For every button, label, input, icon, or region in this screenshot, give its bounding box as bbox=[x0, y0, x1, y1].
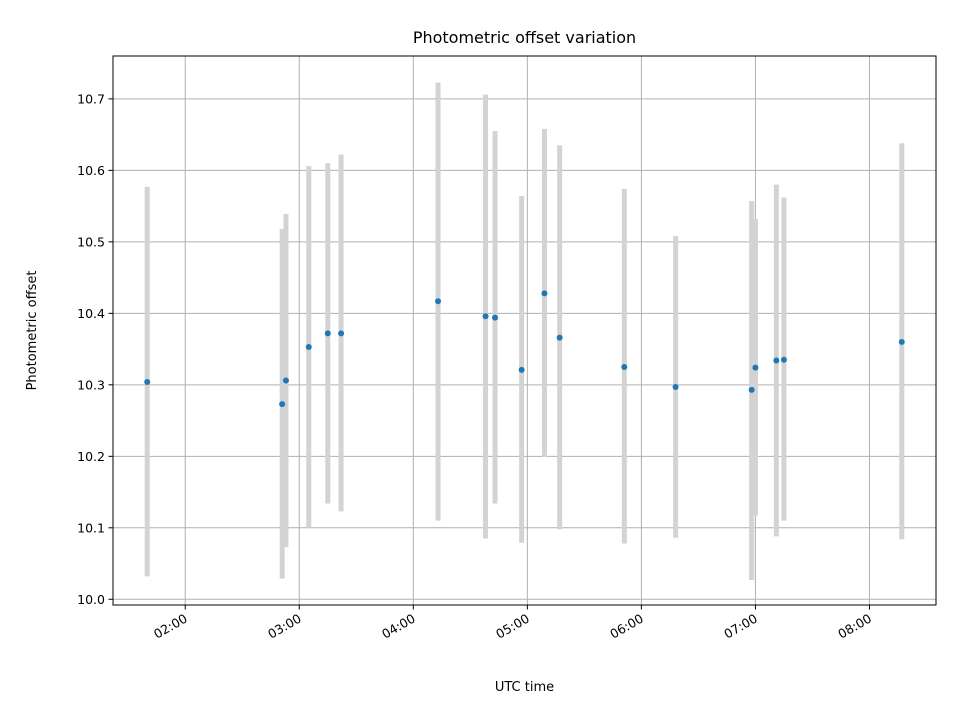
data-point bbox=[748, 386, 755, 393]
x-tick-label: 05:00 bbox=[493, 611, 532, 642]
x-tick-label: 03:00 bbox=[265, 611, 304, 642]
y-axis-label: Photometric offset bbox=[25, 271, 40, 391]
data-point bbox=[780, 356, 787, 363]
data-point bbox=[324, 330, 331, 337]
y-axis: 10.0 10.1 10.2 10.3 10.4 10.5 10.6 10.7 bbox=[77, 91, 113, 607]
data-point bbox=[621, 363, 628, 370]
y-tick-label: 10.6 bbox=[77, 163, 105, 178]
data-point bbox=[282, 377, 289, 384]
data-point bbox=[492, 314, 499, 321]
data-points bbox=[144, 290, 905, 408]
chart-title: Photometric offset variation bbox=[413, 28, 636, 47]
x-tick-label: 07:00 bbox=[721, 611, 760, 642]
data-point bbox=[556, 334, 563, 341]
data-point bbox=[305, 343, 312, 350]
y-tick-label: 10.3 bbox=[77, 377, 105, 392]
y-tick-label: 10.4 bbox=[77, 306, 105, 321]
y-tick-label: 10.0 bbox=[77, 592, 105, 607]
y-tick-label: 10.7 bbox=[77, 91, 105, 106]
y-tick-label: 10.1 bbox=[77, 520, 105, 535]
data-point bbox=[518, 366, 525, 373]
data-point bbox=[482, 313, 489, 320]
plot-frame bbox=[112, 55, 937, 606]
data-point bbox=[279, 401, 286, 408]
data-point bbox=[541, 290, 548, 297]
data-point bbox=[144, 378, 151, 385]
data-point bbox=[752, 364, 759, 371]
x-axis-label: UTC time bbox=[495, 680, 554, 695]
x-tick-label: 08:00 bbox=[835, 611, 874, 642]
data-point bbox=[338, 330, 345, 337]
error-bars bbox=[144, 82, 905, 580]
grid bbox=[113, 56, 936, 605]
data-point bbox=[898, 338, 905, 345]
x-tick-label: 06:00 bbox=[607, 611, 646, 642]
x-axis: 02:00 03:00 04:00 05:00 06:00 07:00 08:00 bbox=[151, 605, 874, 642]
data-point bbox=[672, 383, 679, 390]
y-tick-label: 10.5 bbox=[77, 234, 105, 249]
data-point bbox=[435, 298, 442, 305]
x-tick-label: 04:00 bbox=[379, 611, 418, 642]
data-point bbox=[773, 357, 780, 364]
y-tick-label: 10.2 bbox=[77, 449, 105, 464]
x-tick-label: 02:00 bbox=[151, 611, 190, 642]
